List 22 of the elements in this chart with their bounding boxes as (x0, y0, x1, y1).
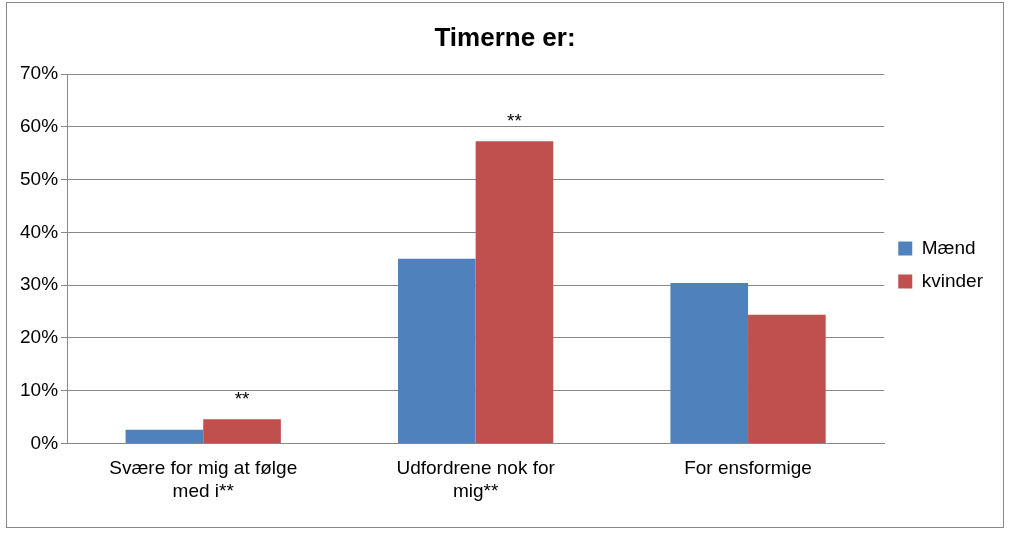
y-tick-label: 10% (20, 378, 59, 400)
y-tick-label: 20% (20, 326, 59, 348)
y-tick-label: 30% (20, 273, 59, 295)
y-tick-label: 0% (30, 431, 59, 453)
y-tick-label: 70% (20, 62, 59, 84)
bar (125, 429, 204, 443)
bar (475, 141, 554, 443)
bar (203, 419, 281, 443)
bar (748, 314, 826, 443)
y-tick-label: 50% (20, 167, 59, 189)
y-tick-label: 40% (20, 220, 59, 242)
annotation: ** (234, 387, 251, 409)
bar (398, 258, 476, 443)
annotation: ** (507, 109, 523, 131)
legend-label: Mænd (921, 236, 976, 258)
y-tick-label: 60% (20, 115, 59, 137)
x-tick-label: For ensformige (684, 457, 812, 479)
chart-title: Timerne er: (434, 21, 576, 52)
x-tick-label: Udfordrene nok for mig** (396, 457, 556, 501)
bar (670, 283, 749, 443)
legend-label: kvinder (921, 269, 984, 291)
x-tick-label: Svære for mig at følge med i** (109, 457, 298, 501)
